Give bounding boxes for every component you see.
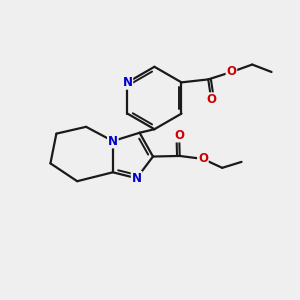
- Text: O: O: [206, 93, 216, 106]
- Text: N: N: [122, 76, 132, 89]
- Text: O: O: [226, 65, 236, 79]
- Text: N: N: [132, 172, 142, 185]
- Text: O: O: [198, 152, 208, 165]
- Text: O: O: [174, 129, 184, 142]
- Text: N: N: [108, 135, 118, 148]
